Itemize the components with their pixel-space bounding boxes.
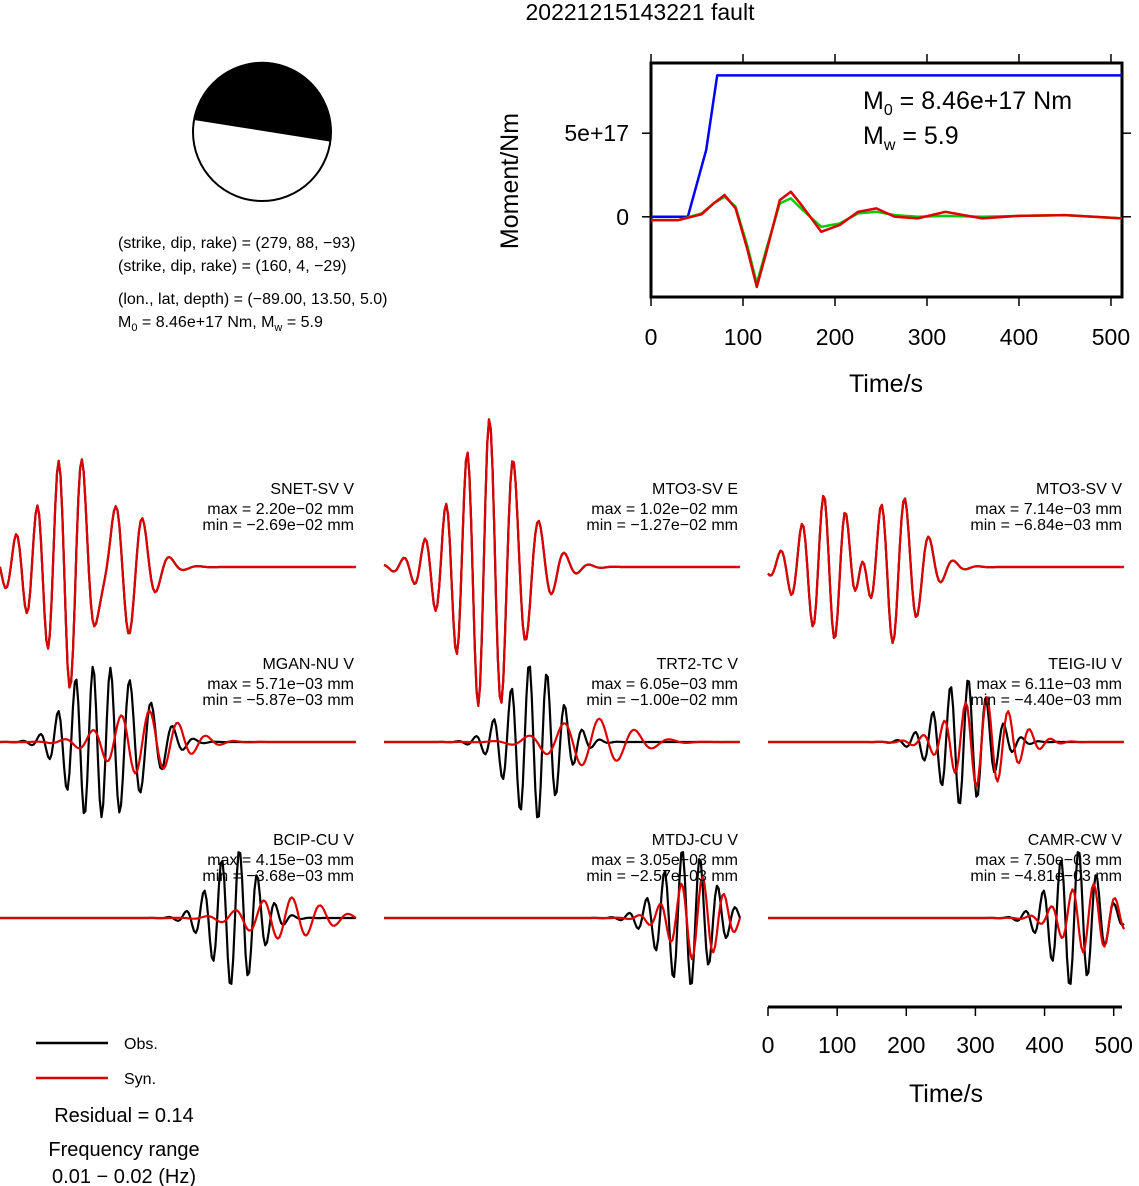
waveform-time-axis: Time/s 0 100 200 300 400 500 xyxy=(762,1005,1133,1108)
moment-xtick-label: 0 xyxy=(645,324,658,350)
legend: Obs. Syn. xyxy=(36,1036,158,1088)
station-min: min = −2.69e−02 mm xyxy=(202,517,354,534)
waveform-xtick-label: 200 xyxy=(887,1032,925,1058)
station-name: SNET-SV V xyxy=(270,481,354,498)
station-name: MTO3-SV E xyxy=(652,481,738,498)
moment-m0-label: M0 = 8.46e+17 Nm xyxy=(863,87,1072,119)
syn-trace xyxy=(767,494,1124,644)
syn-trace xyxy=(0,709,356,775)
station-name: CAMR-CW V xyxy=(1028,832,1123,849)
moment-series xyxy=(651,74,1123,289)
station-max: max = 5.71e−03 mm xyxy=(207,676,354,693)
location-depth: (lon., lat, depth) = (−89.00, 13.50, 5.0… xyxy=(118,291,388,308)
station-name: BCIP-CU V xyxy=(273,832,354,849)
moment-xtick-label: 200 xyxy=(816,324,854,350)
station-min: min = −2.57e−03 mm xyxy=(586,868,738,885)
waveform-xtick-label: 500 xyxy=(1095,1032,1133,1058)
station-name: MGAN-NU V xyxy=(262,656,354,673)
station-max: max = 6.05e−03 mm xyxy=(591,676,738,693)
moment-ytick-label: 5e+17 xyxy=(564,120,629,146)
station-max: max = 1.02e−02 mm xyxy=(591,501,738,518)
legend-obs-label: Obs. xyxy=(124,1036,158,1053)
legend-syn-label: Syn. xyxy=(124,1071,156,1088)
station-min: min = −1.00e−02 mm xyxy=(586,692,738,709)
waveform-xlabel: Time/s xyxy=(909,1080,983,1108)
waveform-xtick-label: 400 xyxy=(1025,1032,1063,1058)
syn-trace xyxy=(768,696,1124,788)
moment-axis-ticks: 0 100 200 300 400 500 0 5e+17 xyxy=(564,54,1131,350)
syn-trace xyxy=(0,458,356,689)
frequency-range-label: Frequency range xyxy=(48,1139,199,1161)
moment-series-line-1 xyxy=(651,195,1123,285)
moment-series-line-0 xyxy=(651,74,1122,219)
station-min: min = −6.84e−03 mm xyxy=(970,517,1122,534)
moment-xtick-label: 300 xyxy=(908,324,946,350)
syn-trace xyxy=(768,882,1126,954)
moment-xtick-label: 100 xyxy=(724,324,762,350)
station-name: MTO3-SV V xyxy=(1036,481,1122,498)
station-max: max = 2.20e−02 mm xyxy=(207,501,354,518)
station-max: max = 4.15e−03 mm xyxy=(207,852,354,869)
station-max: max = 6.11e−03 mm xyxy=(976,676,1122,693)
waveform-xtick-label: 300 xyxy=(956,1032,994,1058)
moment-mw-label: Mw = 5.9 xyxy=(863,122,959,154)
moment-xlabel: Time/s xyxy=(849,370,923,398)
station-max: max = 7.50e−03 mm xyxy=(975,852,1122,869)
focal-plane-1: (strike, dip, rake) = (279, 88, −93) xyxy=(118,235,355,252)
focal-plane-2: (strike, dip, rake) = (160, 4, −29) xyxy=(118,258,347,275)
syn-trace xyxy=(383,418,740,707)
moment-xtick-label: 500 xyxy=(1092,324,1130,350)
station-min: min = −4.40e−03 mm xyxy=(970,692,1122,709)
station-name: TRT2-TC V xyxy=(657,656,739,673)
station-name: TEIG-IU V xyxy=(1048,656,1122,673)
waveform-xtick-label: 0 xyxy=(762,1032,775,1058)
syn-trace xyxy=(0,896,357,940)
station-max: max = 7.14e−03 mm xyxy=(975,501,1122,518)
frequency-range-value: 0.01 − 0.02 (Hz) xyxy=(52,1166,196,1186)
syn-trace xyxy=(384,717,740,767)
moment-summary: M0 = 8.46e+17 Nm, Mw = 5.9 xyxy=(118,314,323,334)
moment-xtick-label: 400 xyxy=(1000,324,1038,350)
station-min: min = −1.27e−02 mm xyxy=(586,517,738,534)
moment-series-line-2 xyxy=(651,190,1123,289)
beachball-icon xyxy=(192,61,332,202)
station-max: max = 3.05e−03 mm xyxy=(591,852,738,869)
moment-plot-frame xyxy=(649,61,1124,299)
residual-label: Residual = 0.14 xyxy=(54,1105,194,1127)
waveform-xtick-label: 100 xyxy=(818,1032,856,1058)
station-min: min = −4.81e−03 mm xyxy=(970,868,1122,885)
station-name: MTDJ-CU V xyxy=(652,832,739,849)
moment-ylabel: Moment/Nm xyxy=(496,113,524,249)
station-min: min = −5.87e−03 mm xyxy=(202,692,354,709)
syn-trace xyxy=(384,875,742,961)
station-min: min = −3.68e−03 mm xyxy=(202,868,354,885)
moment-ytick-label: 0 xyxy=(616,204,629,230)
figure-title: 20221215143221 fault xyxy=(526,0,756,25)
